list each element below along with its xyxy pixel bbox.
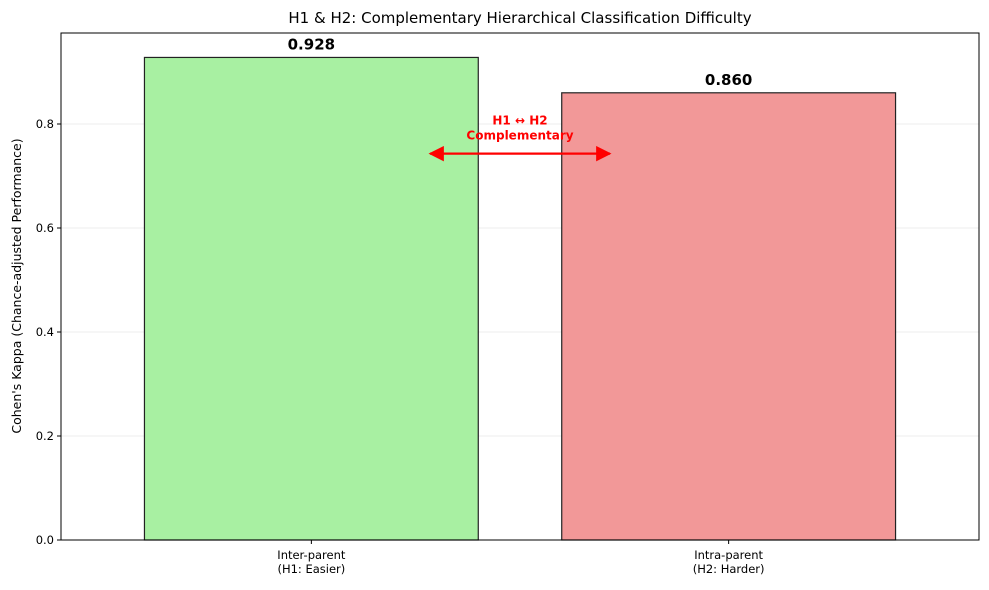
bars: 0.928 0.860: [143, 35, 897, 541]
annotation-text: H1 ↔ H2: [492, 114, 547, 128]
x-tick-label: (H2: Harder): [693, 562, 765, 576]
y-tick-label: 0.0: [36, 533, 54, 547]
bar-value-label: 0.860: [705, 71, 752, 89]
y-tick-label: 0.6: [36, 221, 54, 235]
bar-1: [143, 56, 479, 541]
y-tick-label: 0.8: [36, 117, 54, 131]
x-axis-ticks: Inter-parent(H1: Easier) Intra-parent(H2:…: [277, 540, 765, 576]
y-axis-label: Cohen's Kappa (Chance-adjusted Performan…: [9, 138, 24, 433]
y-axis-ticks: 0.0 0.2 0.4 0.6 0.8: [36, 117, 61, 547]
bar-2: [561, 92, 897, 541]
annotation-text: Complementary: [466, 129, 573, 143]
plot-area-frame: [60, 32, 980, 541]
bar-value-label: 0.928: [288, 35, 335, 53]
y-tick-label: 0.4: [36, 325, 54, 339]
y-tick-label: 0.2: [36, 429, 54, 443]
x-tick-label: (H1: Easier): [277, 562, 345, 576]
chart-title: H1 & H2: Complementary Hierarchical Clas…: [288, 9, 751, 27]
x-tick-label: Intra-parent: [694, 548, 763, 562]
x-tick-label: Inter-parent: [277, 548, 346, 562]
